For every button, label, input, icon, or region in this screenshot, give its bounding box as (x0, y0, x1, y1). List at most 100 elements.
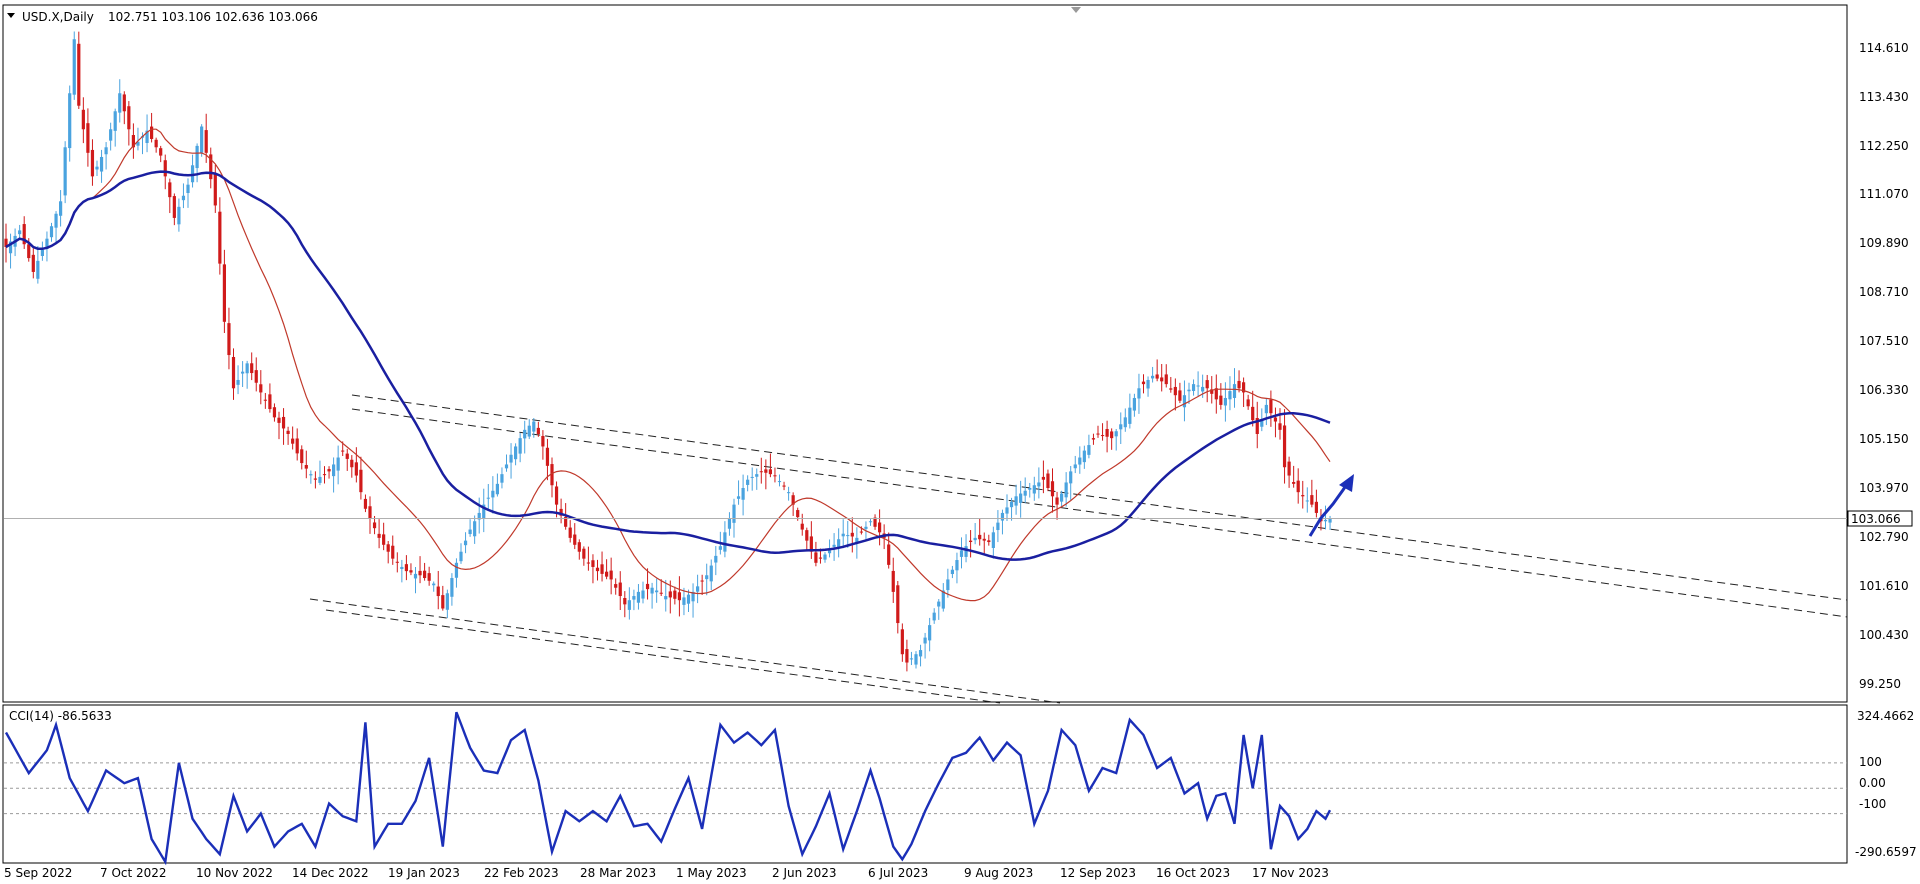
candle-body (491, 490, 495, 498)
candle (245, 360, 249, 389)
candle-body (941, 590, 945, 609)
candle (372, 515, 377, 535)
candle (382, 522, 386, 551)
candle-body (928, 625, 932, 641)
candle (764, 459, 768, 490)
candle (1173, 378, 1177, 411)
candle-body (900, 629, 904, 655)
candle-body (800, 523, 804, 530)
candle (905, 639, 909, 672)
candle-body (1005, 507, 1009, 514)
candle (591, 554, 595, 584)
candle (928, 617, 932, 652)
date-tick: 5 Sep 2022 (4, 866, 72, 880)
candle-body (1264, 404, 1268, 414)
channel-line-lower-a (309, 598, 1061, 704)
candle-body (559, 508, 563, 516)
candle (1100, 423, 1105, 441)
candle (304, 450, 308, 479)
candle-body (336, 457, 340, 471)
candle-body (172, 196, 176, 218)
symbol-dropdown-icon[interactable] (7, 13, 15, 18)
candle-body (77, 43, 81, 106)
candle-body (1187, 389, 1191, 392)
candle-body (504, 464, 509, 469)
candle-body (1292, 482, 1296, 484)
candle (1219, 383, 1223, 410)
candle (1182, 380, 1187, 422)
price-tick: 101.610 (1859, 579, 1909, 593)
candle-body (1114, 431, 1118, 437)
candle-body (1064, 482, 1068, 498)
candle (809, 521, 813, 559)
candle-body (332, 464, 336, 477)
candle (946, 568, 950, 598)
candle (259, 370, 263, 405)
candle-body (109, 129, 113, 141)
candle (559, 498, 563, 524)
chart-dropdown-icon[interactable] (1071, 7, 1081, 13)
candle-body (272, 407, 277, 418)
candle-body (659, 592, 663, 594)
candle-body (495, 483, 499, 495)
candle-body (768, 469, 772, 475)
chart-title: USD.X,Daily (22, 10, 94, 24)
trend-channel (309, 394, 1848, 704)
candle (991, 526, 995, 559)
candle-body (118, 93, 122, 113)
candle-body (850, 532, 854, 537)
candle-body (450, 578, 454, 597)
candle-body (500, 474, 504, 483)
candle-body (277, 417, 281, 423)
candle-body (209, 154, 213, 180)
candle (541, 430, 545, 460)
candle (1023, 477, 1027, 504)
candle (664, 579, 668, 612)
candle-body (873, 517, 877, 527)
candle (1114, 428, 1118, 451)
candle (1251, 390, 1255, 427)
candle (932, 608, 936, 624)
candle (345, 448, 349, 471)
candle-body (723, 532, 727, 552)
candle-body (627, 600, 631, 610)
candle (909, 651, 914, 666)
candle-body (909, 658, 914, 660)
candle-body (991, 532, 995, 548)
candle-body (896, 585, 900, 624)
candle (1064, 472, 1068, 507)
candle (1269, 390, 1273, 427)
candle (923, 632, 927, 659)
candle-body (386, 544, 390, 552)
candle-body (8, 241, 13, 254)
candle (272, 403, 277, 422)
candle (291, 426, 295, 450)
candle (1151, 366, 1155, 383)
indicator-axis: 324.4662 100 0.00 -100 -290.6597 (1855, 709, 1917, 859)
current-price-box (1847, 510, 1913, 527)
candle-body (805, 530, 809, 541)
candle (423, 562, 427, 581)
arrow-head (1339, 474, 1354, 492)
candle-body (1301, 495, 1305, 497)
candle-body (391, 545, 395, 559)
candle (445, 589, 449, 619)
candle (832, 533, 836, 561)
candle-body (1305, 500, 1309, 502)
candle-body (1041, 476, 1045, 480)
candle-body (1050, 481, 1055, 497)
candle-body (1023, 490, 1027, 496)
candle-body (614, 584, 618, 588)
channel-line-upper-a (351, 394, 1848, 601)
candle-body (878, 522, 882, 533)
candle (40, 241, 44, 261)
candle (673, 586, 677, 605)
candle-body (918, 650, 923, 657)
candle-body (632, 596, 636, 600)
candle-body (527, 425, 531, 437)
candle (145, 114, 149, 153)
candle-body (213, 173, 217, 206)
candle-body (1214, 388, 1218, 400)
candle-body (482, 504, 486, 519)
